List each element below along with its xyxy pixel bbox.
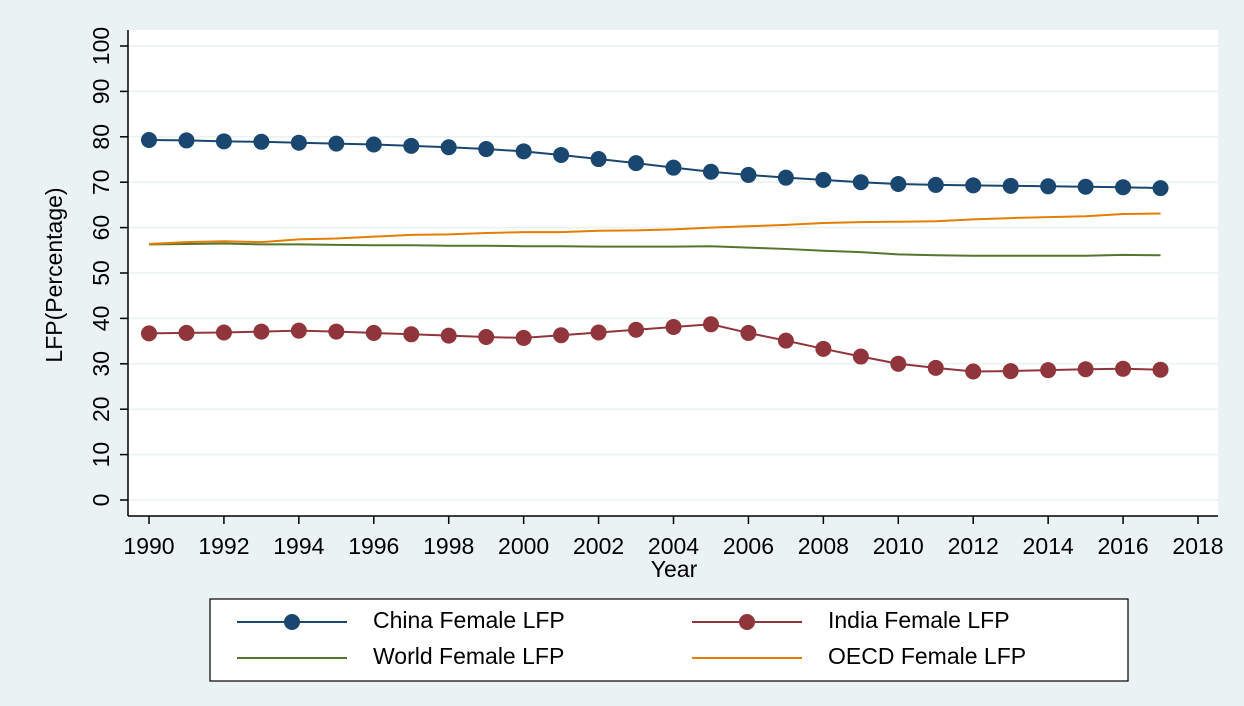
x-axis-title: Year: [651, 556, 698, 582]
point: [403, 137, 420, 154]
point: [515, 329, 532, 346]
x-tick-label: 1990: [123, 533, 174, 559]
point: [628, 155, 645, 172]
point: [440, 327, 457, 344]
point: [253, 133, 270, 150]
point: [890, 355, 907, 372]
y-tick-label: 40: [88, 306, 114, 332]
y-tick-label: 50: [88, 260, 114, 286]
point: [702, 163, 719, 180]
point: [1002, 363, 1019, 380]
point: [852, 174, 869, 191]
point: [290, 322, 307, 339]
point: [852, 348, 869, 365]
point: [178, 132, 195, 149]
point: [890, 176, 907, 193]
point: [1115, 360, 1132, 377]
series-line: [148, 212, 1161, 245]
point: [1002, 177, 1019, 194]
point: [1040, 362, 1057, 379]
point: [628, 321, 645, 338]
x-tick-label: 2012: [948, 533, 999, 559]
point: [965, 363, 982, 380]
point: [740, 324, 757, 341]
point: [1152, 180, 1169, 197]
x-tick-label: 2006: [723, 533, 774, 559]
x-tick-label: 2004: [648, 533, 699, 559]
point: [328, 135, 345, 152]
y-tick-label: 60: [88, 215, 114, 241]
point: [553, 327, 570, 344]
point: [1115, 179, 1132, 196]
y-tick-label: 100: [88, 27, 114, 65]
point: [478, 329, 495, 346]
point: [403, 326, 420, 343]
point: [290, 134, 307, 151]
point: [740, 166, 757, 183]
legend: [209, 598, 1129, 682]
point: [215, 133, 232, 150]
point: [553, 146, 570, 163]
point: [328, 323, 345, 340]
point: [253, 323, 270, 340]
point: [1077, 361, 1094, 378]
legend-label: OECD Female LFP: [828, 643, 1026, 669]
point: [1040, 178, 1057, 195]
point: [815, 171, 832, 188]
y-tick-label: 90: [88, 79, 114, 105]
point: [440, 139, 457, 156]
point: [665, 319, 682, 336]
point: [215, 324, 232, 341]
y-tick-label: 0: [88, 494, 114, 507]
legend-marker: [739, 614, 755, 630]
y-tick-label: 80: [88, 124, 114, 150]
point: [141, 131, 157, 148]
y-tick-label: 70: [88, 169, 114, 195]
point: [927, 359, 944, 376]
point: [1077, 178, 1094, 195]
point: [702, 316, 719, 333]
y-tick-label: 30: [88, 351, 114, 377]
point: [665, 159, 682, 176]
point: [965, 177, 982, 194]
point: [590, 324, 607, 341]
point: [815, 340, 832, 357]
point: [178, 324, 195, 341]
x-tick-label: 1992: [198, 533, 249, 559]
x-tick-label: 1998: [423, 533, 474, 559]
x-tick-label: 2018: [1172, 533, 1223, 559]
x-tick-label: 1996: [348, 533, 399, 559]
point: [515, 143, 532, 160]
x-tick-label: 1994: [273, 533, 324, 559]
point: [478, 141, 495, 158]
point: [777, 169, 794, 186]
legend-label: China Female LFP: [373, 607, 565, 633]
point: [1152, 361, 1169, 378]
point: [927, 176, 944, 193]
point: [590, 151, 607, 168]
legend-marker: [284, 614, 300, 630]
series-line: [148, 242, 1161, 257]
point: [141, 325, 157, 342]
x-tick-label: 2008: [798, 533, 849, 559]
series-line: [148, 138, 1161, 190]
legend-label: India Female LFP: [828, 607, 1010, 633]
x-tick-label: 2016: [1097, 533, 1148, 559]
legend-label: World Female LFP: [373, 643, 564, 669]
y-tick-label: 10: [88, 442, 114, 468]
x-tick-label: 2000: [498, 533, 549, 559]
series-line: [148, 323, 1161, 373]
y-axis-title: LFP(Percentage): [41, 187, 67, 362]
x-tick-label: 2010: [873, 533, 924, 559]
point: [365, 324, 382, 341]
y-tick-label: 20: [88, 396, 114, 422]
x-tick-label: 2014: [1023, 533, 1074, 559]
point: [365, 136, 382, 153]
point: [777, 332, 794, 349]
x-tick-label: 2002: [573, 533, 624, 559]
